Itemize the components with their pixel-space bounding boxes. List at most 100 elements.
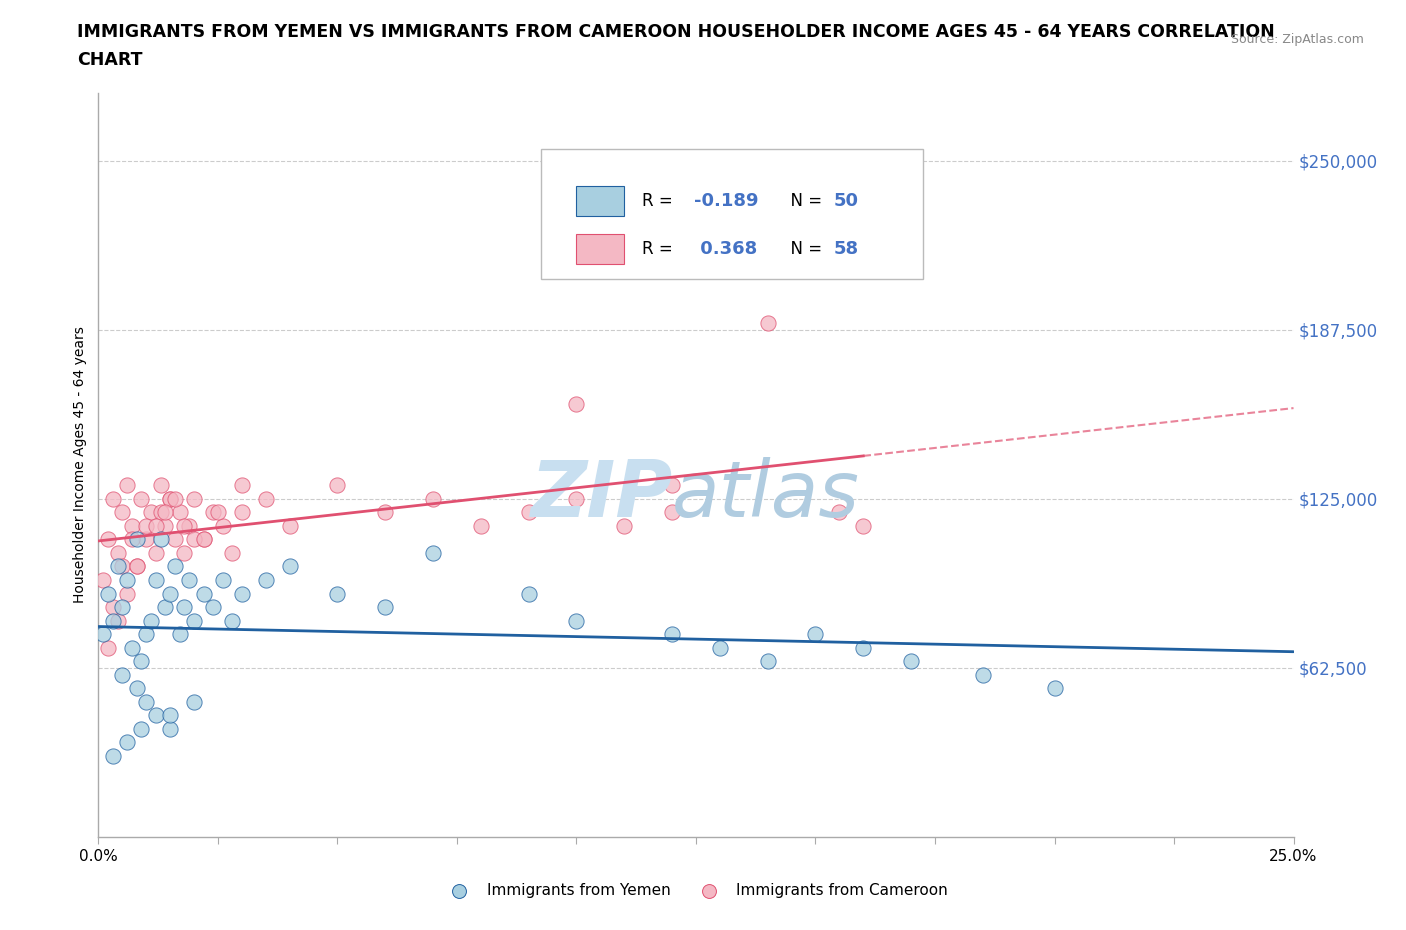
Point	[661, 478, 683, 493]
Point	[183, 491, 205, 506]
Point	[169, 505, 191, 520]
Point	[101, 491, 124, 506]
Point	[207, 505, 229, 520]
Point	[107, 559, 129, 574]
Text: Source: ZipAtlas.com: Source: ZipAtlas.com	[1230, 33, 1364, 46]
Point	[91, 573, 114, 588]
Point	[97, 586, 120, 601]
Point	[756, 315, 779, 330]
Point	[193, 586, 215, 601]
Point	[159, 491, 181, 506]
Point	[131, 722, 153, 737]
Point	[183, 695, 205, 710]
Point	[517, 505, 540, 520]
Point	[107, 546, 129, 561]
Point	[163, 491, 186, 506]
Point	[1043, 681, 1066, 696]
Point	[139, 613, 162, 628]
Point	[125, 681, 148, 696]
Point	[125, 559, 148, 574]
Point	[163, 559, 186, 574]
Y-axis label: Householder Income Ages 45 - 64 years: Householder Income Ages 45 - 64 years	[73, 326, 87, 604]
Point	[278, 559, 301, 574]
Point	[131, 491, 153, 506]
Point	[231, 586, 253, 601]
Point	[121, 518, 143, 533]
Point	[193, 532, 215, 547]
Text: N =: N =	[780, 240, 827, 259]
Point	[145, 518, 167, 533]
Point	[135, 627, 157, 642]
Text: 50: 50	[834, 192, 859, 210]
Text: atlas: atlas	[672, 457, 860, 533]
Point	[852, 518, 875, 533]
Point	[852, 640, 875, 655]
Point	[155, 518, 177, 533]
Point	[211, 573, 233, 588]
Point	[193, 532, 215, 547]
Point	[422, 546, 444, 561]
Legend: Immigrants from Yemen, Immigrants from Cameroon: Immigrants from Yemen, Immigrants from C…	[437, 877, 955, 904]
Point	[173, 546, 195, 561]
Point	[231, 478, 253, 493]
Point	[149, 478, 172, 493]
Point	[661, 505, 683, 520]
Point	[115, 573, 138, 588]
Point	[202, 600, 225, 615]
Point	[972, 667, 994, 682]
Point	[565, 613, 588, 628]
Point	[374, 505, 396, 520]
Point	[115, 735, 138, 750]
Point	[135, 532, 157, 547]
Point	[155, 505, 177, 520]
Text: R =: R =	[643, 240, 678, 259]
Point	[422, 491, 444, 506]
Point	[231, 505, 253, 520]
Point	[221, 546, 243, 561]
Point	[613, 518, 636, 533]
Point	[179, 573, 201, 588]
Point	[159, 722, 181, 737]
Point	[169, 627, 191, 642]
Point	[155, 600, 177, 615]
Point	[173, 518, 195, 533]
Point	[517, 586, 540, 601]
Point	[97, 532, 120, 547]
Point	[661, 627, 683, 642]
Point	[101, 600, 124, 615]
Point	[125, 532, 148, 547]
Text: N =: N =	[780, 192, 827, 210]
Point	[125, 559, 148, 574]
Point	[145, 708, 167, 723]
Point	[254, 491, 277, 506]
Point	[91, 627, 114, 642]
Point	[145, 546, 167, 561]
Point	[221, 613, 243, 628]
Text: CHART: CHART	[77, 51, 143, 69]
Point	[139, 505, 162, 520]
Text: 58: 58	[834, 240, 859, 259]
Point	[756, 654, 779, 669]
Point	[107, 613, 129, 628]
Point	[565, 397, 588, 412]
Point	[145, 573, 167, 588]
Point	[97, 640, 120, 655]
Text: IMMIGRANTS FROM YEMEN VS IMMIGRANTS FROM CAMEROON HOUSEHOLDER INCOME AGES 45 - 6: IMMIGRANTS FROM YEMEN VS IMMIGRANTS FROM…	[77, 23, 1275, 41]
FancyBboxPatch shape	[576, 234, 624, 264]
Point	[111, 600, 134, 615]
Point	[804, 627, 827, 642]
Point	[159, 586, 181, 601]
Point	[183, 532, 205, 547]
Point	[709, 640, 731, 655]
Point	[159, 708, 181, 723]
Text: R =: R =	[643, 192, 678, 210]
Point	[135, 518, 157, 533]
Point	[900, 654, 922, 669]
Point	[565, 491, 588, 506]
Point	[179, 518, 201, 533]
Point	[374, 600, 396, 615]
Point	[115, 478, 138, 493]
Point	[121, 640, 143, 655]
Point	[115, 586, 138, 601]
Point	[111, 667, 134, 682]
